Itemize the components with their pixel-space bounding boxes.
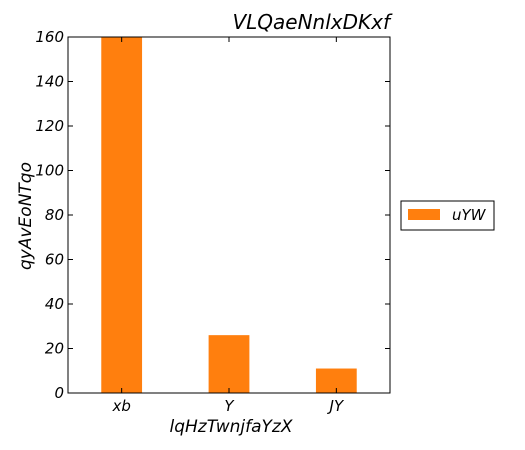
y-axis-label: qyAvEoNTqo [16, 162, 36, 270]
y-tick-label: 0 [54, 384, 64, 402]
plot-area: 0 20 40 60 80 100 120 140 160 xb Y JY [35, 28, 391, 415]
bar-Y [208, 335, 250, 393]
y-tick-label: 100 [35, 162, 64, 180]
x-tick-label-xb: xb [111, 397, 130, 415]
y-tick-label: 40 [45, 295, 64, 313]
x-tick-label-JY: JY [327, 397, 345, 415]
x-axis-label: lqHzTwnjfaYzX [170, 417, 293, 437]
y-tick-label: 80 [45, 206, 64, 224]
legend-frame [400, 200, 495, 231]
axes-frame [67, 36, 391, 394]
y-tick-label: 120 [35, 117, 64, 135]
legend: uYW [400, 200, 495, 231]
legend-swatch [408, 209, 440, 220]
legend-label: uYW [452, 206, 487, 224]
y-tick-label: 140 [35, 73, 64, 91]
x-tick-label-Y: Y [224, 397, 235, 415]
y-tick-label: 60 [45, 251, 64, 269]
bar-xb [101, 37, 143, 393]
y-tick-label: 160 [35, 28, 64, 46]
y-tick-label: 20 [45, 340, 64, 358]
chart-title: VLQaeNnlxDKxf [232, 10, 393, 34]
